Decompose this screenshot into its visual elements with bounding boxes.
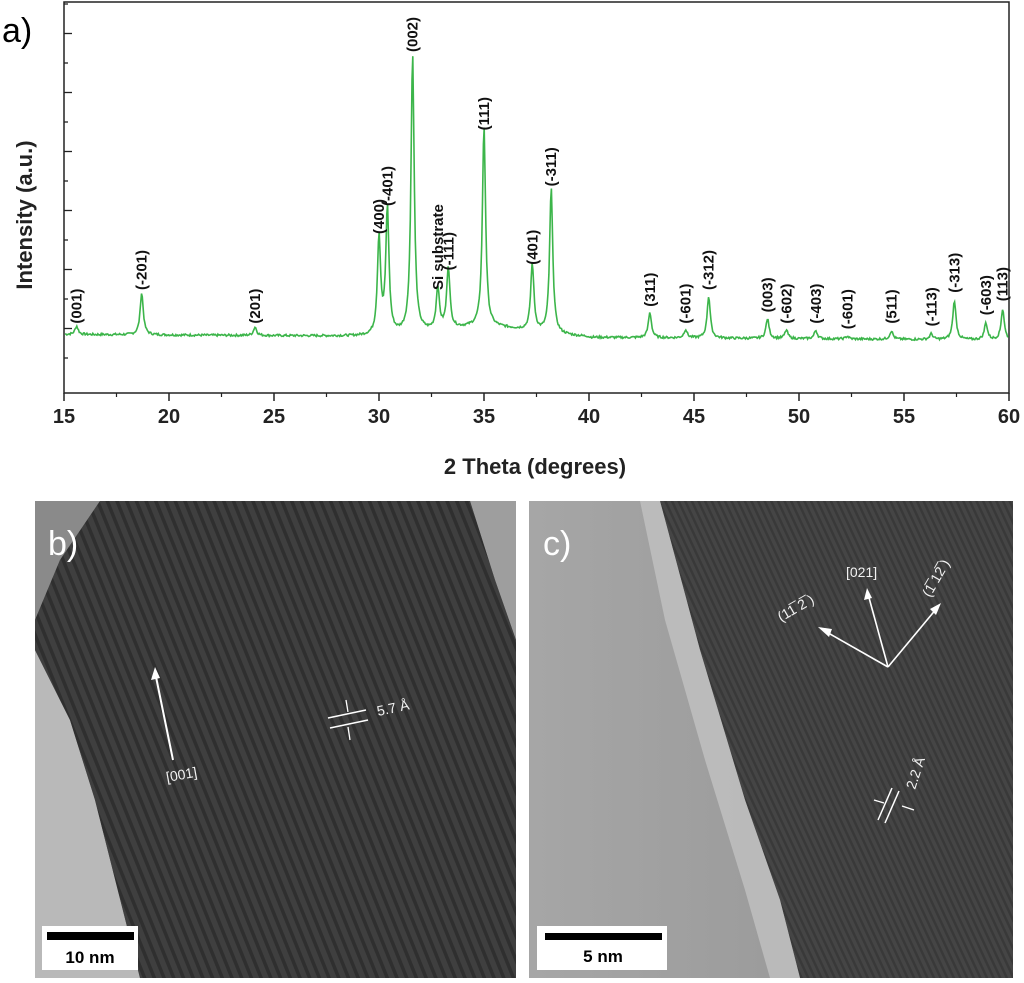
peak-label: (-313) bbox=[946, 253, 963, 293]
panel-c: c) [021] (11̅ 2̅ ) (1̅ 12̅ ) 2.2 Å 5 nm bbox=[529, 501, 1013, 978]
direction-arrow-001 bbox=[154, 671, 174, 761]
panel-b-scalebar-label: 10 nm bbox=[65, 948, 114, 967]
peak-label: (003) bbox=[760, 277, 777, 312]
panel-a-letter: a) bbox=[2, 12, 32, 50]
panel-b: b) [001] 5.7 Å 10 nm bbox=[35, 501, 516, 978]
panel-c-letter: c) bbox=[543, 525, 571, 563]
peak-label: (-201) bbox=[134, 250, 151, 290]
peak-label: (002) bbox=[405, 17, 422, 52]
direction-arrowhead-11-2 bbox=[818, 627, 832, 637]
panel-b-background-left bbox=[35, 650, 140, 978]
spacing-marker-top bbox=[345, 699, 349, 713]
spacing-marker-bottom bbox=[347, 726, 351, 741]
x-tick-label: 15 bbox=[53, 406, 75, 428]
y-axis-title: Intensity (a.u.) bbox=[12, 140, 37, 289]
y-axis-ticks bbox=[64, 3, 72, 359]
panel-b-crystal bbox=[35, 501, 516, 978]
direction-arrowhead-1-12 bbox=[930, 603, 941, 615]
x-tick-label: 50 bbox=[788, 406, 810, 428]
x-tick-label: 60 bbox=[998, 406, 1020, 428]
peak-label: (-603) bbox=[978, 275, 995, 315]
x-tick-label: 30 bbox=[368, 406, 390, 428]
peak-label: (-111) bbox=[440, 232, 457, 270]
peak-label: (-401) bbox=[379, 166, 396, 206]
peak-label: (001) bbox=[69, 289, 86, 324]
peak-label: (111) bbox=[476, 97, 493, 130]
spacing-marker-right bbox=[901, 805, 915, 811]
peak-label: (511) bbox=[883, 289, 900, 323]
lattice-line-c-2 bbox=[884, 790, 900, 824]
x-axis-title: 2 Theta (degrees) bbox=[444, 454, 626, 479]
panel-c-scalebar-label: 5 nm bbox=[583, 947, 623, 966]
peak-label: (-403) bbox=[808, 284, 825, 324]
xrd-series-line bbox=[64, 56, 1009, 342]
direction-label-001: [001] bbox=[165, 764, 198, 785]
x-tick-label: 35 bbox=[473, 406, 495, 428]
peak-label: Si substrate bbox=[430, 204, 447, 290]
peak-label: (401) bbox=[524, 230, 541, 265]
peak-label: (-601) bbox=[678, 284, 695, 324]
panel-c-scalebar bbox=[545, 933, 662, 940]
panel-b-scalebar bbox=[47, 932, 134, 940]
x-tick-label: 20 bbox=[158, 406, 180, 428]
x-tick-label: 25 bbox=[263, 406, 285, 428]
direction-label-021: [021] bbox=[846, 564, 877, 580]
spacing-label-b: 5.7 Å bbox=[375, 696, 411, 719]
direction-arrow-021 bbox=[867, 593, 889, 668]
peak-label: (-602) bbox=[778, 284, 795, 324]
peak-label: (113) bbox=[995, 267, 1012, 301]
lattice-line-c-1 bbox=[877, 787, 893, 821]
peak-label: (400) bbox=[371, 199, 388, 234]
peak-label: (311) bbox=[642, 273, 659, 307]
panel-b-background-right bbox=[470, 501, 516, 640]
panel-a: a) Intensity (a.u.) 2 Theta (degrees) 15… bbox=[2, 1, 1020, 479]
x-tick-label: 45 bbox=[683, 406, 705, 428]
panel-c-crystal bbox=[660, 501, 1013, 978]
direction-arrow-11-2 bbox=[822, 629, 889, 668]
panel-c-edge bbox=[640, 501, 800, 978]
peak-label: (201) bbox=[247, 289, 264, 324]
peak-label: (-113) bbox=[923, 287, 940, 326]
spacing-marker-left bbox=[873, 799, 885, 804]
peak-labels: (001)(-201)(201)(400)(-401)Si substrate(… bbox=[69, 17, 1012, 329]
x-tick-label: 55 bbox=[893, 406, 915, 428]
direction-arrowhead-021 bbox=[864, 588, 872, 600]
x-axis-ticks: 15 20 25 30 35 40 45 50 55 60 bbox=[53, 393, 1020, 428]
direction-arrowhead-001 bbox=[151, 667, 160, 680]
panel-b-letter: b) bbox=[48, 525, 78, 563]
direction-arrow-1-12 bbox=[887, 607, 938, 668]
x-tick-label: 40 bbox=[578, 406, 600, 428]
peak-label: (-601) bbox=[839, 289, 856, 329]
peak-label: (-311) bbox=[543, 147, 560, 186]
peak-label: (-312) bbox=[701, 250, 718, 290]
lattice-line-1 bbox=[327, 709, 367, 719]
lattice-line-2 bbox=[329, 719, 369, 729]
panel-b-background-top bbox=[35, 501, 100, 620]
